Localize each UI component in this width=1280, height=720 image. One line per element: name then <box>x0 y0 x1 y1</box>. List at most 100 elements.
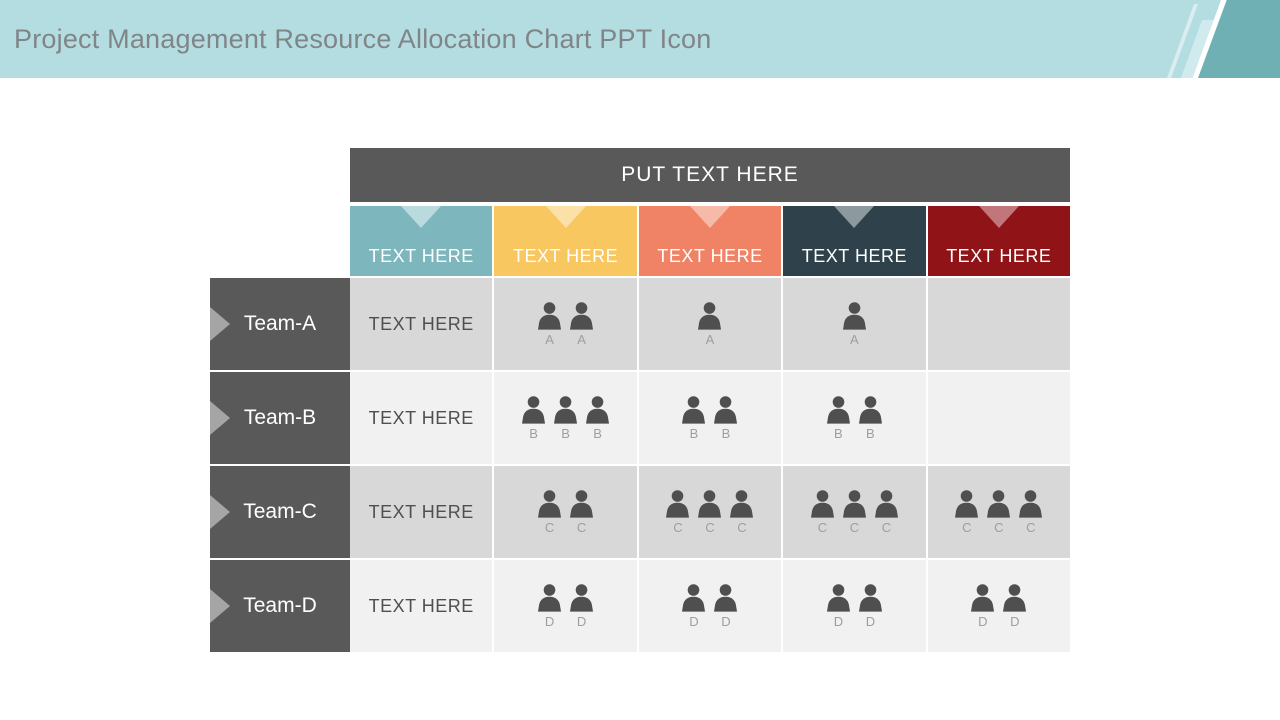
person-unit: A <box>695 301 724 347</box>
person-icon <box>682 583 706 612</box>
column-header-label: TEXT HERE <box>368 246 474 266</box>
person-icon <box>554 395 578 424</box>
person-letter: D <box>721 613 731 629</box>
row-arrow-icon <box>210 401 230 435</box>
person-unit: C <box>727 489 756 535</box>
team-label: Team-C <box>243 500 317 523</box>
column-header-triangle-icon <box>689 206 730 228</box>
team-label: Team-A <box>243 312 317 335</box>
person-unit: D <box>1000 583 1029 629</box>
row-header-team-a: Team-A <box>210 278 350 370</box>
row-arrow-icon <box>210 589 230 623</box>
person-icon <box>971 583 995 612</box>
person-letter: C <box>994 519 1004 535</box>
cell-text-team-b: TEXT HERE <box>350 372 493 464</box>
person-letter: D <box>689 613 699 629</box>
person-letter: A <box>850 331 859 347</box>
person-letter: C <box>705 519 715 535</box>
person-icon <box>522 395 546 424</box>
person-unit: D <box>968 583 997 629</box>
cell-team-a-col3: A <box>638 278 782 370</box>
person-unit: B <box>679 395 708 441</box>
person-group: A <box>695 301 724 347</box>
column-header-triangle-icon <box>978 206 1019 228</box>
person-letter: D <box>1010 613 1020 629</box>
person-icon <box>698 489 722 518</box>
person-letter: D <box>978 613 988 629</box>
person-unit: C <box>872 489 901 535</box>
person-icon <box>714 583 738 612</box>
person-icon <box>826 395 850 424</box>
cell-team-a-col4: A <box>783 278 926 370</box>
person-icon <box>955 489 979 518</box>
column-header-triangle-icon <box>834 206 875 228</box>
row-headers: Team-A Team-B Team-C Team-D <box>210 278 350 652</box>
person-unit: C <box>1016 489 1045 535</box>
person-unit: B <box>856 395 885 441</box>
person-icon <box>570 301 594 330</box>
column-header-2: TEXT HERE <box>494 206 637 276</box>
person-unit: C <box>840 489 869 535</box>
column-header-1: TEXT HERE <box>350 206 493 276</box>
person-letter: C <box>849 519 860 535</box>
row-arrow-icon <box>210 495 230 529</box>
person-icon <box>810 489 834 518</box>
person-icon <box>858 395 882 424</box>
person-icon <box>538 489 562 518</box>
person-unit: A <box>567 301 596 347</box>
person-unit: B <box>711 395 740 441</box>
person-letter: B <box>866 425 875 441</box>
person-unit: C <box>984 489 1013 535</box>
cell-team-a-col5 <box>927 278 1070 370</box>
column-header-label: TEXT HERE <box>513 246 619 266</box>
person-letter: A <box>545 331 554 347</box>
cell-text-team-c: TEXT HERE <box>350 466 493 558</box>
person-unit: C <box>952 489 981 535</box>
person-letter: C <box>817 519 828 535</box>
person-letter: B <box>834 425 843 441</box>
cell-text-team-a: TEXT HERE <box>350 278 493 370</box>
column-header-label: TEXT HERE <box>657 246 763 266</box>
person-unit: C <box>808 489 837 535</box>
row-header-team-b: Team-B <box>210 372 350 464</box>
person-icon <box>682 395 706 424</box>
person-letter: C <box>737 519 747 535</box>
row-header-team-d: Team-D <box>210 560 350 652</box>
person-letter: D <box>576 613 587 629</box>
person-letter: B <box>593 425 602 441</box>
page-title: Project Management Resource Allocation C… <box>14 23 712 54</box>
person-unit: A <box>840 301 869 347</box>
column-header-3: TEXT HERE <box>638 206 782 276</box>
column-header-4: TEXT HERE <box>783 206 926 276</box>
person-letter: A <box>577 331 586 347</box>
person-icon <box>538 583 562 612</box>
team-label: Team-B <box>243 406 317 429</box>
column-headers: TEXT HERE TEXT HERE TEXT HERE TEXT HERE TEXT… <box>350 206 1070 276</box>
person-unit: B <box>519 395 548 441</box>
person-icon <box>842 301 866 330</box>
row-arrow-icon <box>210 307 230 341</box>
person-icon <box>842 489 866 518</box>
person-unit: D <box>824 583 853 629</box>
person-icon <box>858 583 882 612</box>
person-icon <box>586 395 610 424</box>
person-group: A <box>840 301 869 347</box>
column-header-label: TEXT HERE <box>801 246 907 266</box>
person-icon <box>570 489 594 518</box>
person-letter: D <box>865 613 876 629</box>
person-icon <box>714 395 738 424</box>
row-header-team-c: Team-C <box>210 466 350 558</box>
person-letter: B <box>721 425 731 441</box>
